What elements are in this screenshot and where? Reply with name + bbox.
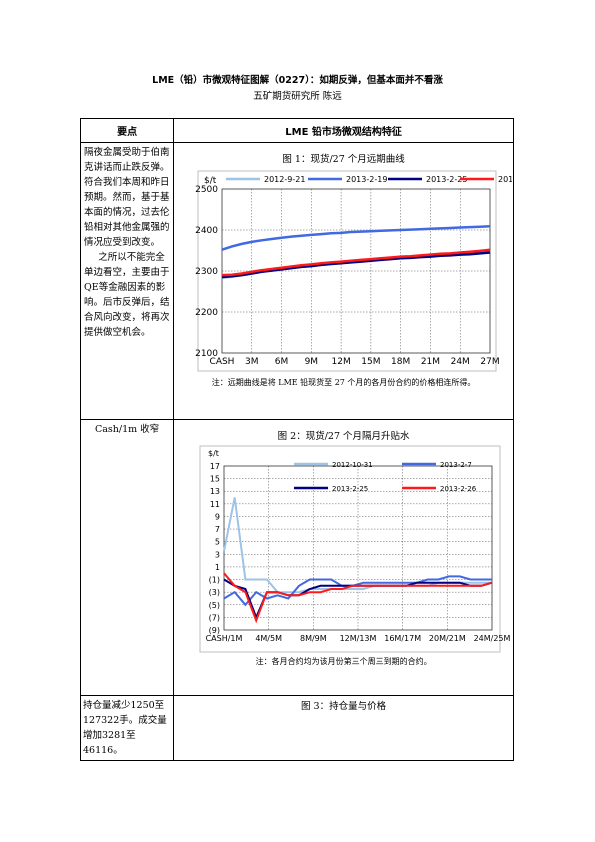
legend-label: 2013-2-25 [426,175,467,184]
y-tick-label: 2300 [195,267,218,277]
row2-right-cell: 图 2：现货/27 个月隔月升贴水 17 15 13 11 9 7 5 3 1 (1) (3) (5)… [173,419,514,696]
y-tick-label: 7 [215,525,220,534]
y-tick-label: 2500 [195,185,218,195]
y-tick-label: 9 [215,512,220,521]
y-tick-label: 11 [210,500,220,509]
series-line-2 [223,575,493,607]
x-tick-label: 12M [332,357,351,367]
row2-left-cell: Cash/1m 收窄 [79,419,175,696]
x-tick-label: 24M/25M [474,634,511,643]
x-tick-label: CASH [210,357,235,367]
y-axis-label: $/t [208,449,219,458]
row3-left-cell: 持仓量减少1250至127322手。成交量增加3281至46116。 [79,695,175,761]
x-tick-label: 16M/17M [384,634,421,643]
figure2-chart: 17 15 13 11 9 7 5 3 1 (1) (3) (5) (7) (9)CASH/1M 4M/5M… [199,445,511,653]
x-tick-label: 18M [391,357,410,367]
x-tick-label: 15M [361,357,380,367]
legend-label: 2013-2-7 [440,461,472,469]
y-tick-label: 5 [215,538,220,547]
series-line-4 [222,248,491,277]
document-title: LME（铅）市微观特征图解（0227）：如期反弹，但基本面并不看涨 [152,75,443,86]
series-line-3 [222,251,491,279]
y-axis-label: $/t [204,176,217,186]
x-tick-label: 3M [245,357,259,367]
y-tick-label: 2400 [195,226,218,236]
figure2-title: 图 2：现货/27 个月隔月升贴水 [277,431,410,442]
figure1-note: 注：远期曲线是将 LME 铅现货至 27 个月的各月份合约的价格相连所得。 [211,378,476,387]
column-header-left: 要点 [79,118,175,143]
legend-label: 2012-9-21 [264,175,305,184]
row1-paragraph-2: 之所以不能完全单边看空，主要由于QE等金融因素的影响。后市反弹后，结合风向改变，… [84,252,170,338]
row1-right-cell: 图 1：现货/27 个月远期曲线 2500 2400 2300 2200 2100 CAS… [173,142,514,420]
legend-label: 2013-2-26 [440,485,477,493]
row1-paragraph-1: 隔夜金属受助于伯南克讲话而止跌反弹。符合我们本周和昨日预期。然而，基于基本面的情… [84,147,170,248]
y-tick-label: 17 [210,462,220,471]
y-tick-label: 13 [210,487,220,496]
x-tick-label: 20M/21M [429,634,466,643]
chart-frame [199,445,501,653]
row2-left-text: Cash/1m 收窄 [94,424,160,435]
figure1-title: 图 1：现货/27 个月远期曲线 [282,154,405,165]
series-line-4 [223,572,493,624]
y-tick-label: (5) [209,601,220,610]
x-tick-label: 12M/13M [340,634,377,643]
row3-right-cell: 图 3：持仓量与价格 [173,695,514,761]
x-tick-label: 8M/9M [300,634,327,643]
y-tick-label: 2200 [195,308,218,318]
y-tick-label: 15 [210,475,220,484]
legend-label: 2013-2-19 [346,175,387,184]
chart-frame [197,170,497,372]
y-tick-label: 2100 [195,349,218,359]
legend-label: 2013-2-26 [498,175,512,184]
x-tick-label: 24M [451,357,470,367]
analysis-table: 要点 LME 铅市场微观结构特征 隔夜金属受助于伯南克讲话而止跌反弹。符合我们本… [79,118,514,761]
x-tick-label: 4M/5M [255,634,282,643]
x-tick-label: 9M [305,357,319,367]
y-tick-label: (9) [209,626,220,635]
figure2-note: 注：各月合约均为该月份第三个周三到期的合约。 [255,657,432,666]
column-header-right: LME 铅市场微观结构特征 [173,118,514,143]
y-tick-label: 3 [215,550,220,559]
document-subtitle: 五矿期货研究所 陈远 [253,91,342,102]
legend-label: 2013-2-25 [332,485,368,493]
series-line-2 [221,225,491,251]
y-tick-label: (3) [209,588,220,597]
x-tick-label: CASH/1M [206,634,243,643]
x-tick-label: 21M [421,357,440,367]
y-tick-label: 1 [215,563,220,572]
row1-left-cell: 隔夜金属受助于伯南克讲话而止跌反弹。符合我们本周和昨日预期。然而，基于基本面的情… [79,142,175,420]
y-tick-label: (1) [209,576,220,585]
legend-label: 2012-10-31 [332,461,373,469]
x-tick-label: 6M [275,357,289,367]
figure3-title: 图 3：持仓量与价格 [301,701,387,712]
plot-area [221,188,491,354]
x-tick-label: 27M [481,357,500,367]
y-tick-label: (7) [209,613,220,622]
